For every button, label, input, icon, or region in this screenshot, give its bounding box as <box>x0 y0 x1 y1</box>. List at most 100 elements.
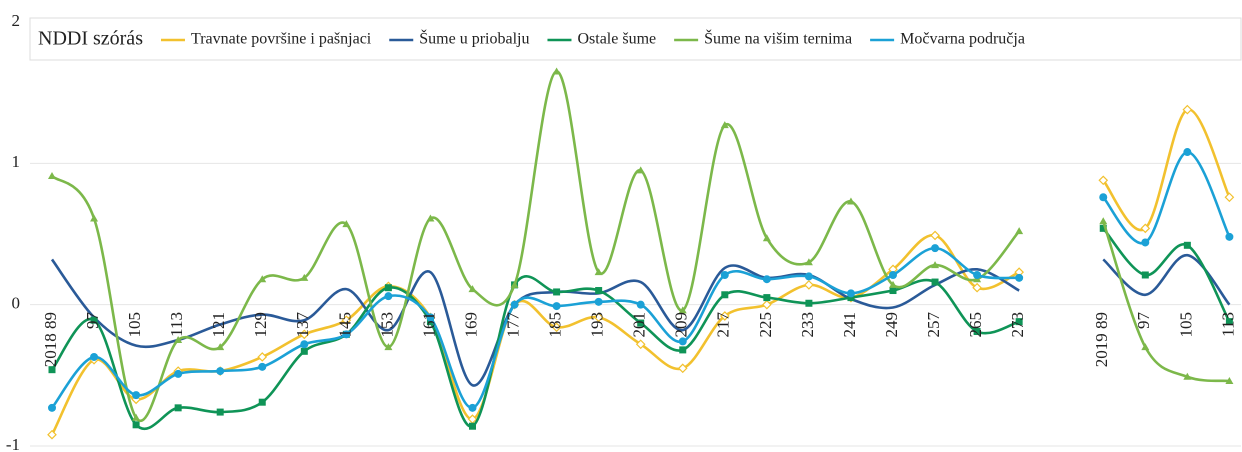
x-tick-label: 121 <box>209 312 228 338</box>
point <box>804 258 813 266</box>
y-tick-label: 1 <box>12 152 21 171</box>
x-tick-label: 129 <box>251 312 270 338</box>
point <box>300 347 308 355</box>
x-tick-label: 217 <box>714 312 733 338</box>
point <box>636 300 645 309</box>
y-tick-label: 2 <box>12 11 21 30</box>
x-tick-label: 225 <box>756 312 775 338</box>
point <box>721 291 729 299</box>
point <box>889 280 897 288</box>
point <box>677 363 688 374</box>
point <box>1182 104 1193 115</box>
point <box>48 172 56 180</box>
point <box>468 403 477 412</box>
point <box>258 362 267 371</box>
point <box>132 391 141 400</box>
point <box>1140 223 1151 234</box>
point <box>678 337 687 346</box>
point <box>1098 175 1109 186</box>
point <box>258 398 266 406</box>
point <box>469 422 476 430</box>
x-tick-label: 97 <box>1134 312 1153 330</box>
x-tick-label: 177 <box>503 312 522 338</box>
series-line <box>50 108 1231 436</box>
point <box>552 67 561 75</box>
point <box>1099 224 1107 232</box>
legend-label: Travnate površine i pašnjaci <box>191 31 372 48</box>
x-tick-label: 249 <box>882 312 901 338</box>
point <box>594 297 603 306</box>
point <box>342 330 351 339</box>
point <box>510 280 519 288</box>
point <box>805 299 813 307</box>
y-tick-label: -1 <box>6 435 20 452</box>
point <box>973 328 981 336</box>
x-tick-label: 113 <box>167 312 186 337</box>
x-tick-label: 233 <box>798 312 817 338</box>
point <box>804 272 813 281</box>
x-tick-label: 265 <box>966 312 985 338</box>
point <box>593 312 604 323</box>
point <box>384 292 393 301</box>
point <box>1099 193 1108 202</box>
point <box>636 166 645 174</box>
point <box>1225 232 1234 241</box>
point <box>635 339 646 350</box>
point <box>1183 372 1192 380</box>
point <box>257 352 268 362</box>
x-tick-label: 2018 89 <box>41 312 60 367</box>
point <box>216 367 225 376</box>
x-tick-label: 137 <box>293 312 312 338</box>
x-tick-label: 113 <box>1218 312 1237 337</box>
point <box>216 408 224 416</box>
point <box>1183 148 1192 157</box>
point <box>132 413 141 421</box>
x-tick-label: 201 <box>630 312 649 338</box>
x-tick-label: 161 <box>419 312 438 338</box>
point <box>1015 227 1024 235</box>
x-tick-label: 105 <box>125 312 144 338</box>
point <box>762 234 771 242</box>
x-tick-label: 169 <box>461 312 480 338</box>
point <box>468 285 477 293</box>
point <box>174 404 182 412</box>
point <box>48 403 56 412</box>
legend: NDDI szórás Travnate površine i pašnjaci… <box>38 28 1025 50</box>
point <box>426 214 435 222</box>
x-tick-label: 2019 89 <box>1092 312 1111 367</box>
point <box>342 220 351 228</box>
x-tick-label: 209 <box>672 312 691 338</box>
point <box>1225 376 1234 384</box>
series-line <box>50 150 1231 410</box>
legend-label: Ostale šume <box>577 31 656 48</box>
series-line <box>51 70 1230 422</box>
point <box>300 273 309 281</box>
point <box>90 352 99 361</box>
x-tick-label: 97 <box>83 312 102 330</box>
point <box>931 278 939 286</box>
point <box>341 315 352 326</box>
point <box>384 284 392 292</box>
x-tick-label: 273 <box>1008 312 1027 338</box>
point <box>552 302 561 311</box>
x-tick-label: 105 <box>1176 312 1195 338</box>
point <box>594 268 603 276</box>
point <box>804 280 814 290</box>
point <box>637 319 645 327</box>
point <box>847 294 855 302</box>
point <box>1015 273 1024 282</box>
x-tick-label: 241 <box>840 312 859 338</box>
point <box>132 421 140 429</box>
point <box>1141 343 1150 351</box>
legend-label: Šume na višim ternima <box>704 29 852 48</box>
point <box>973 270 982 279</box>
point <box>679 346 687 354</box>
point <box>48 366 56 374</box>
point <box>719 311 730 321</box>
point <box>1183 241 1191 249</box>
legend-label: Šume u priobalju <box>419 29 529 48</box>
point <box>930 230 940 241</box>
point <box>846 197 855 205</box>
point <box>553 288 561 296</box>
